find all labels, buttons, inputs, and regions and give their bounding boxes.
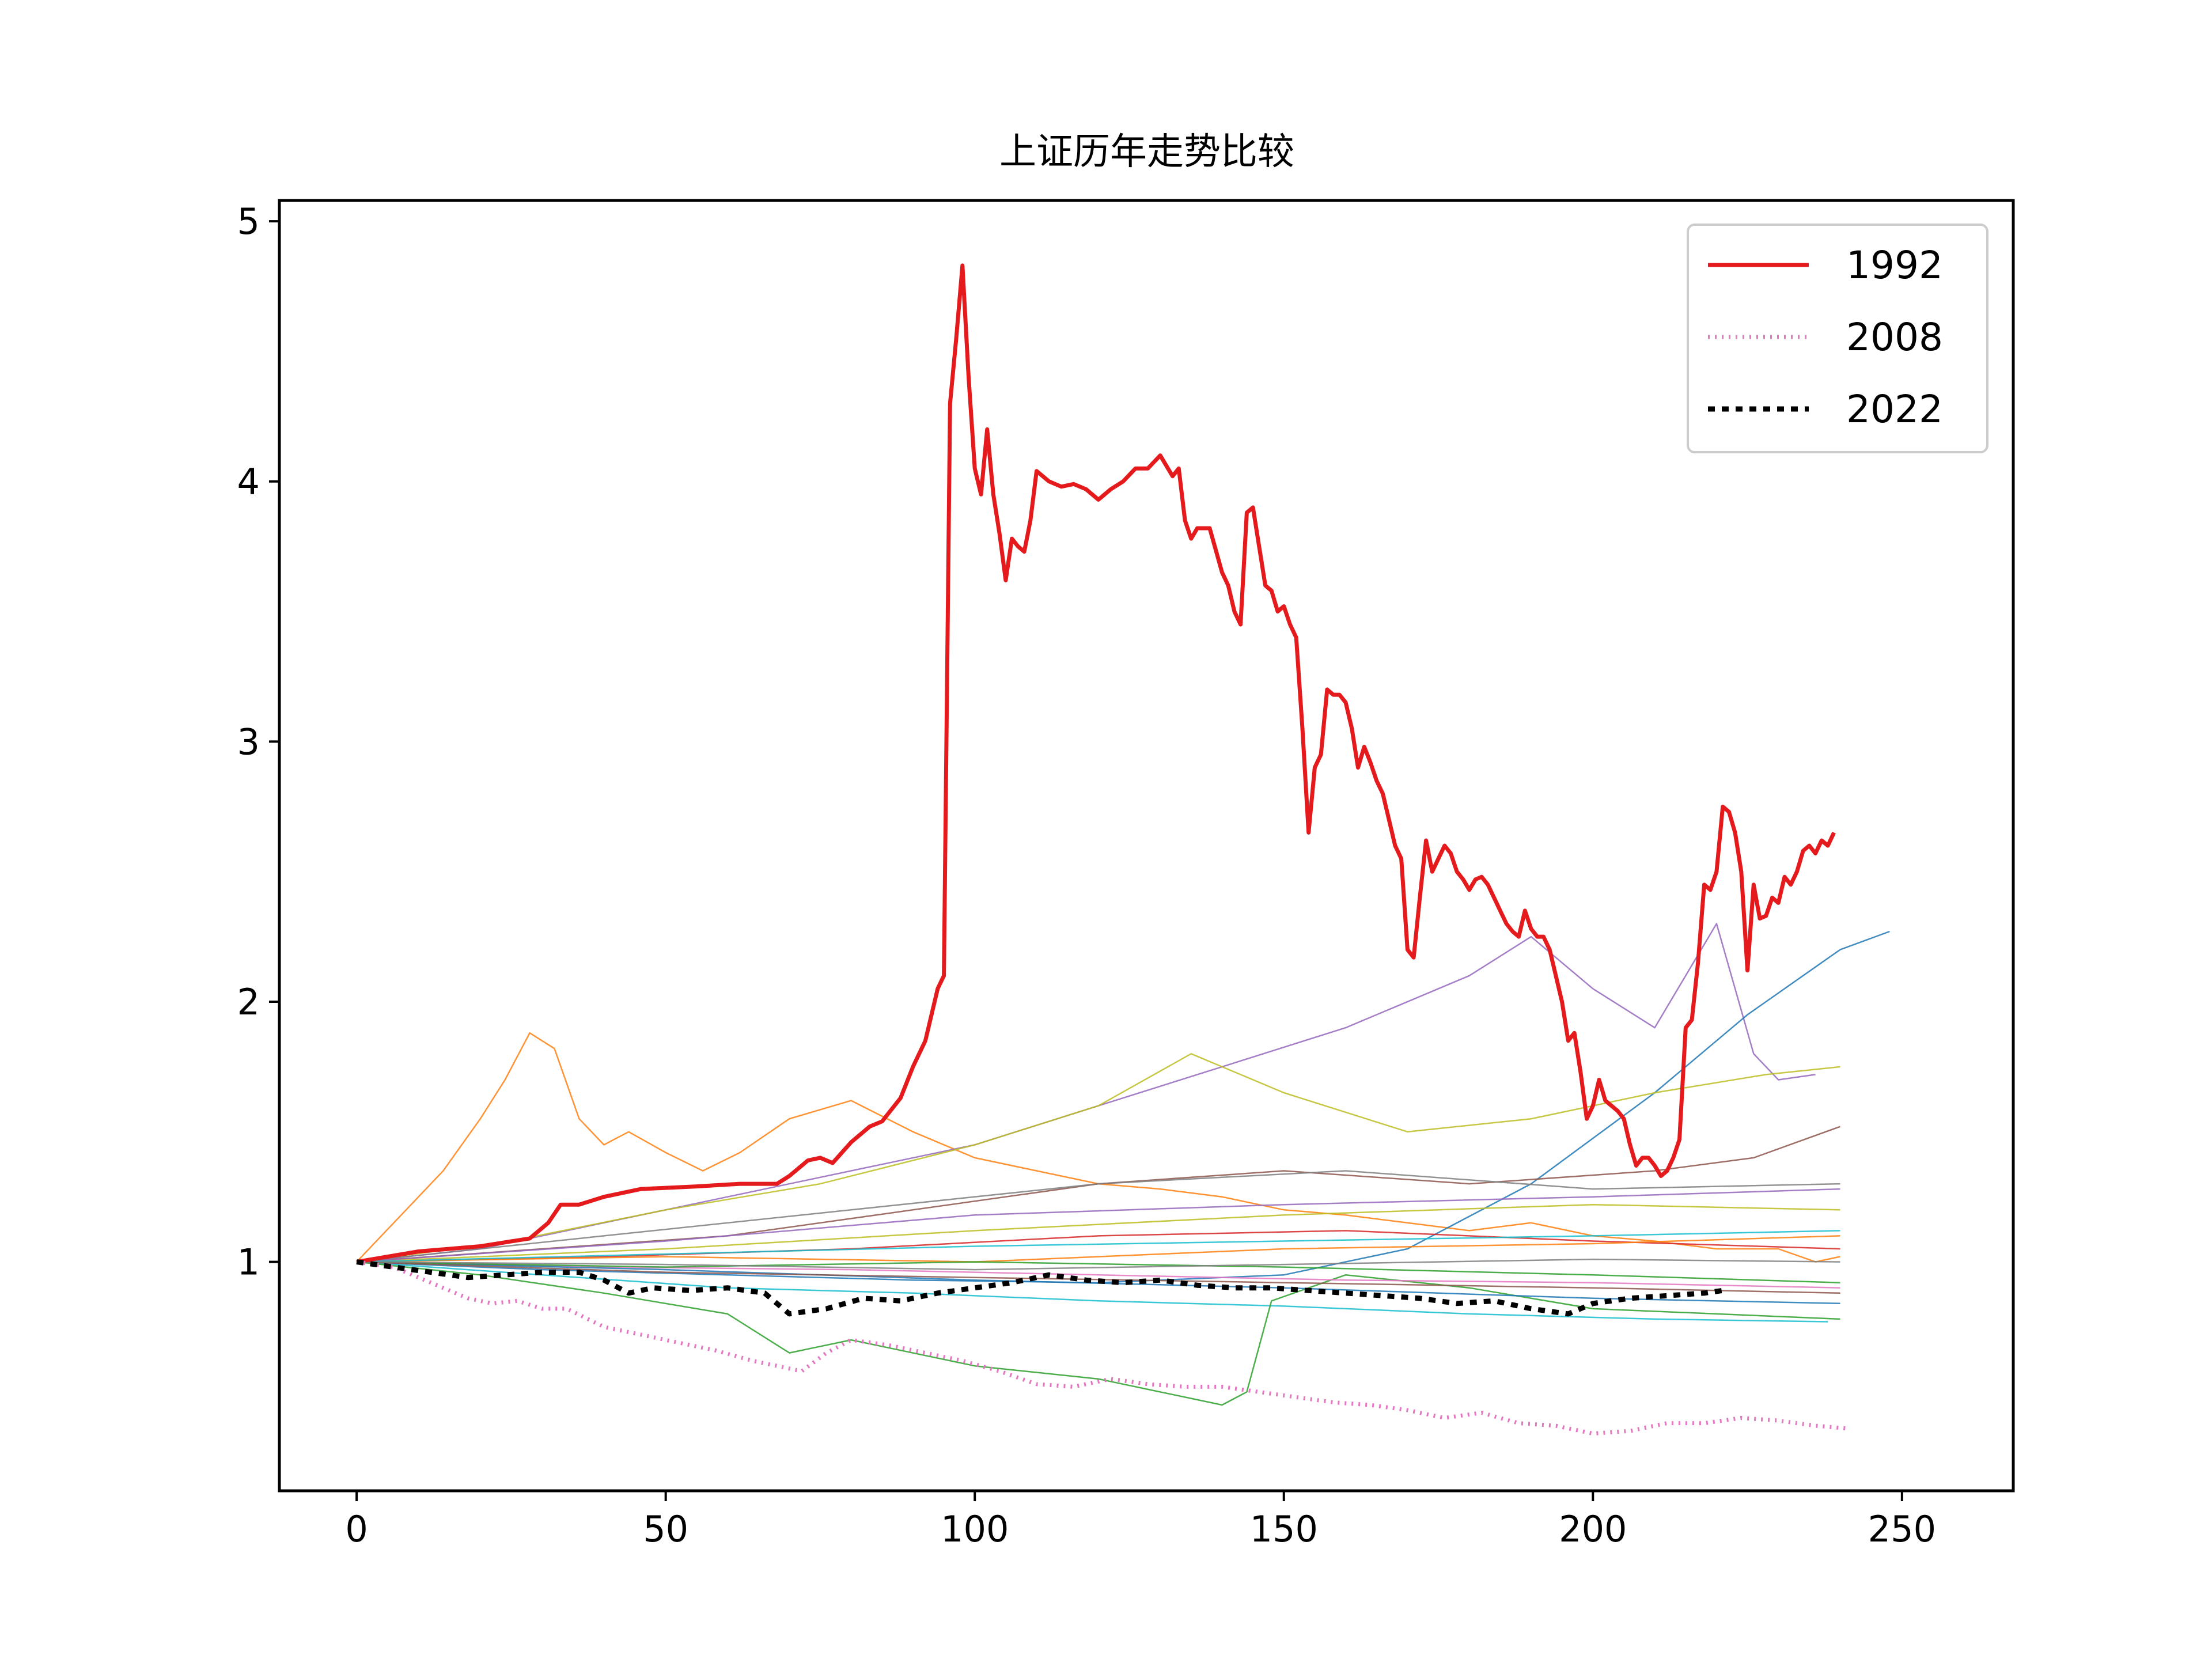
legend-label-2022: 2022	[1846, 387, 1943, 431]
background-series-line-2	[357, 930, 1890, 1283]
background-series-line-1	[356, 923, 1816, 1263]
background-series-line-4	[357, 1126, 1840, 1263]
series-line-2022	[356, 1259, 1724, 1317]
y-tick-label: 4	[237, 461, 260, 503]
background-series-line-3	[356, 1053, 1840, 1263]
legend-box	[1687, 224, 1988, 453]
background-series-line-7	[356, 1261, 1840, 1406]
background-series-line-5	[356, 1170, 1840, 1263]
background-series-line-9	[357, 1261, 1840, 1289]
background-series-line-14	[357, 1261, 1840, 1283]
y-tick-label: 5	[237, 200, 260, 243]
highlighted-series-group	[356, 263, 1847, 1436]
legend-label-2008: 2008	[1846, 315, 1943, 359]
y-tick-label: 3	[237, 721, 260, 763]
x-axis: 0 50 100 150 200 250	[345, 1491, 1936, 1550]
x-tick-label: 50	[643, 1508, 688, 1550]
background-series-line-0	[356, 1032, 1840, 1263]
x-tick-label: 150	[1250, 1508, 1318, 1550]
legend-label-1992: 1992	[1846, 243, 1943, 287]
x-tick-label: 200	[1559, 1508, 1627, 1550]
x-tick-label: 0	[345, 1508, 368, 1550]
series-line-1992	[356, 263, 1836, 1264]
background-series-line-12	[357, 1235, 1840, 1263]
plot-frame	[278, 199, 2015, 1493]
y-axis: 1 2 3 4 5	[237, 200, 279, 1283]
y-tick-label: 2	[237, 981, 260, 1023]
background-series-group	[356, 923, 1890, 1406]
legend: 1992 2008 2022	[1687, 224, 1988, 453]
background-series-line-10	[357, 1203, 1840, 1263]
y-tick-label: 1	[237, 1241, 260, 1283]
background-series-line-8	[357, 1230, 1840, 1263]
series-line-2008	[356, 1260, 1847, 1436]
background-series-line-17	[357, 1258, 1840, 1271]
background-series-line-13	[357, 1188, 1840, 1263]
x-tick-label: 100	[941, 1508, 1009, 1550]
chart-title: 上证历年走势比较	[999, 131, 1294, 173]
background-series-line-16	[357, 1230, 1840, 1263]
x-tick-label: 250	[1868, 1508, 1936, 1550]
